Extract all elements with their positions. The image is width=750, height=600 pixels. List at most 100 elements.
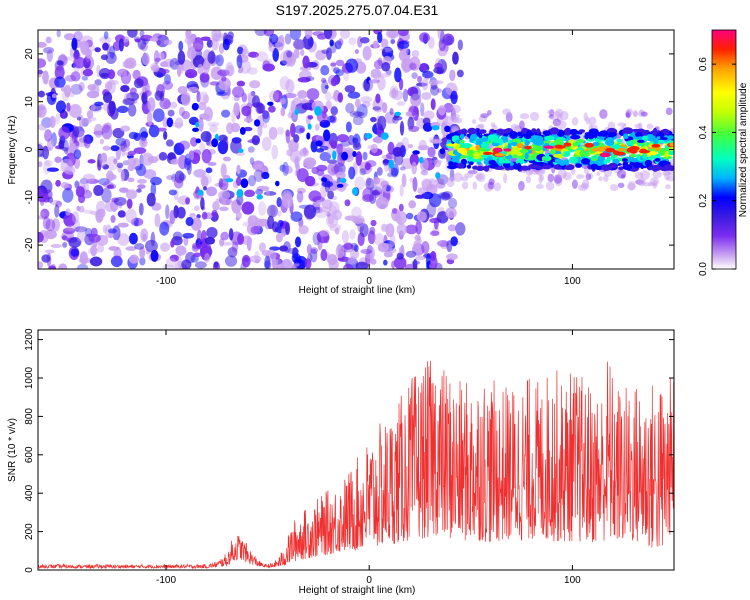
spectrogram-cell [327,162,340,176]
spectrogram-cell [637,139,645,143]
spectrogram-cell [110,255,123,268]
spectrogram-cell [390,90,404,101]
spectrogram-cell [360,248,373,254]
spectrogram-cell [445,207,457,219]
spectrogram-cell [123,138,131,149]
spectrogram-cell [66,102,71,112]
spectrogram-cell [325,91,332,102]
spectrogram-cell [137,37,147,50]
spectrogram-cell [45,218,56,232]
spectrogram-cell [104,81,113,91]
spectrogram-cell [144,89,152,97]
spectrogram-cell [547,109,555,115]
spectrogram-cell [502,162,511,168]
spectrogram-cell [427,146,436,158]
spectrogram-cell [106,156,118,171]
spectrogram-cell [377,31,383,44]
spectrogram-cell [61,147,69,152]
spectrogram-cell [480,141,490,149]
spectrogram-cell [63,139,69,155]
spectrogram-cell [304,30,313,40]
spectrogram-cell [421,240,430,255]
spectrogram-cell [373,59,384,70]
spectrogram-cell [48,265,56,269]
spectrogram-cell [556,120,567,130]
spectrogram-cell [209,124,218,133]
spectrogram-cell [220,231,229,241]
spectrogram-cell [568,156,578,164]
spectrogram-cell [460,154,468,159]
spectrogram-cell [304,175,316,187]
spectrogram-cell [430,98,436,111]
spectrogram-cell [98,177,110,186]
spectrogram-cell [55,179,61,187]
spectrogram-cell [333,67,340,74]
spectrogram-cell [202,186,208,191]
spectrogram-cell [519,120,525,130]
spectrogram-cell [166,117,174,128]
spectrogram-cell [335,171,346,180]
spectrogram-cell [255,189,264,195]
spectrogram-cell [100,54,108,61]
spectrogram-cell [343,263,354,269]
spectrogram-cell [398,203,404,212]
spectrogram-cell [422,70,434,79]
spectrogram-cell [509,132,515,139]
spectrogram-cell [90,103,96,111]
spectrogram-cell [195,138,201,144]
spectrogram-cell [327,115,336,123]
spectrogram-cell [102,91,113,104]
spectrogram-cell [629,158,641,163]
snr-y-ticks: 0 200 400 600 800 1000 1200 [24,328,674,573]
spectrogram-cell [99,152,107,167]
spectrogram-cell [531,128,537,133]
spectrogram-cell [118,38,124,52]
spectrogram-cell [83,136,91,149]
spectrogram-cell [106,184,115,189]
spectrogram-cell [393,256,407,269]
spectrogram-cell [272,90,283,103]
spectrogram-cell [128,254,140,264]
spectrogram-cell [598,176,603,182]
spectrogram-cell [355,261,369,269]
spectrogram-cell [170,239,175,248]
spectrogram-cell [365,178,375,190]
snr-y-axis-label: SNR (10 * v/v) [7,418,18,482]
spectrogram-cell [101,124,113,140]
spectrogram-cell [206,186,217,197]
spectrogram-cell [241,105,252,117]
spectrogram-cell [444,125,451,133]
spectrogram-cell [196,90,201,103]
spectrogram-cell [241,48,250,58]
spectrogram-cell [315,208,328,219]
spectrogram-cell [418,139,427,150]
spectrogram-cell [330,140,337,149]
spectrogram-cell [654,165,662,171]
spectrogram-cell [178,40,184,52]
spectrogram-cell [102,145,111,151]
spectrogram-cell [44,159,53,167]
spectrogram-cell [134,243,145,250]
spectrogram-cell [446,253,458,261]
spectrogram-cell [415,255,426,261]
spectrogram-cell [375,93,381,104]
spectrogram-cell [525,175,532,184]
spectrogram-cell [211,138,219,148]
spectrogram-cell [399,184,404,197]
spectrogram-cell [162,116,169,128]
spectrogram-cell [394,67,402,83]
spectrogram-cell [49,200,62,206]
spectrogram-cell [617,182,625,189]
spectrogram-cell [240,178,249,189]
spectrogram-cell [468,129,478,134]
spectrogram-cell [297,77,311,83]
spectrogram-cell [117,210,126,218]
spectrogram-cell [389,107,394,116]
spectrogram-cell [409,85,421,101]
spectrogram-cell [605,147,616,153]
spectrogram-y-ticks: -20 -10 0 10 20 [24,48,674,252]
spectrogram-cell [202,60,210,74]
spectrogram-cell [365,246,376,261]
spectrogram-cell [137,184,146,189]
spectrogram-cell [532,144,543,152]
